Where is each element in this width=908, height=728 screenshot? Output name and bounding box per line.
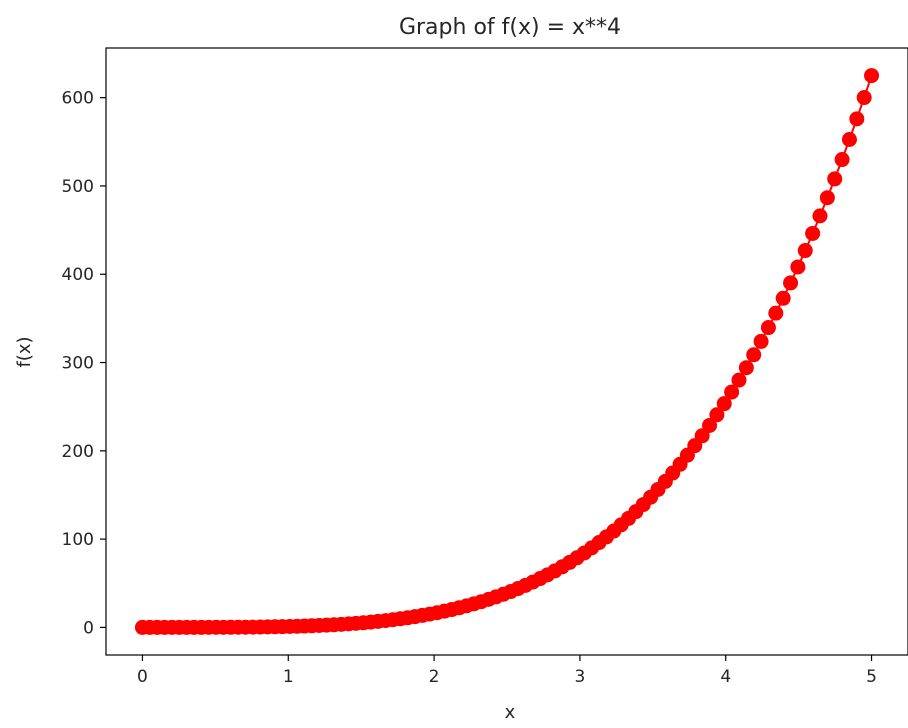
x-tick-label: 4 (720, 667, 731, 687)
y-tick-label: 200 (62, 442, 94, 462)
data-point (753, 333, 769, 349)
data-point (834, 152, 850, 168)
x-axis: 0 1 2 3 4 5 (137, 655, 877, 687)
x-tick-label: 3 (574, 667, 585, 687)
plot-frame (105, 47, 908, 656)
data-point (805, 225, 821, 241)
series-line (142, 75, 873, 629)
data-point (709, 407, 725, 423)
data-point (702, 417, 718, 433)
y-axis-label: f(x) (14, 336, 35, 367)
plot-area (134, 68, 880, 635)
data-point (864, 68, 880, 84)
x-tick-label: 2 (429, 667, 440, 687)
data-point (746, 347, 762, 363)
x-axis-label: x (505, 702, 516, 723)
y-tick-label: 100 (62, 530, 94, 550)
data-point (819, 190, 835, 206)
y-tick-label: 300 (62, 354, 94, 374)
data-point (827, 171, 843, 187)
y-tick-label: 0 (83, 618, 94, 638)
data-point (856, 90, 872, 106)
data-point (731, 372, 747, 388)
data-point (775, 290, 791, 306)
data-point (716, 396, 732, 412)
data-point (797, 243, 813, 259)
y-tick-label: 600 (62, 89, 94, 109)
data-point (738, 360, 754, 376)
data-point (849, 111, 865, 127)
x-tick-label: 5 (866, 667, 877, 687)
data-point (768, 305, 784, 321)
y-axis: 0 100 200 300 400 500 600 (62, 89, 106, 638)
x-tick-label: 0 (137, 667, 148, 687)
data-point (812, 208, 828, 224)
data-point (724, 384, 740, 400)
data-point (760, 320, 776, 336)
data-point (841, 132, 857, 147)
data-point (790, 259, 806, 275)
chart-title: Graph of f(x) = x**4 (399, 15, 621, 40)
y-tick-label: 500 (62, 177, 94, 197)
x-tick-label: 1 (283, 667, 294, 687)
y-tick-label: 400 (62, 265, 94, 285)
data-point (783, 275, 799, 291)
